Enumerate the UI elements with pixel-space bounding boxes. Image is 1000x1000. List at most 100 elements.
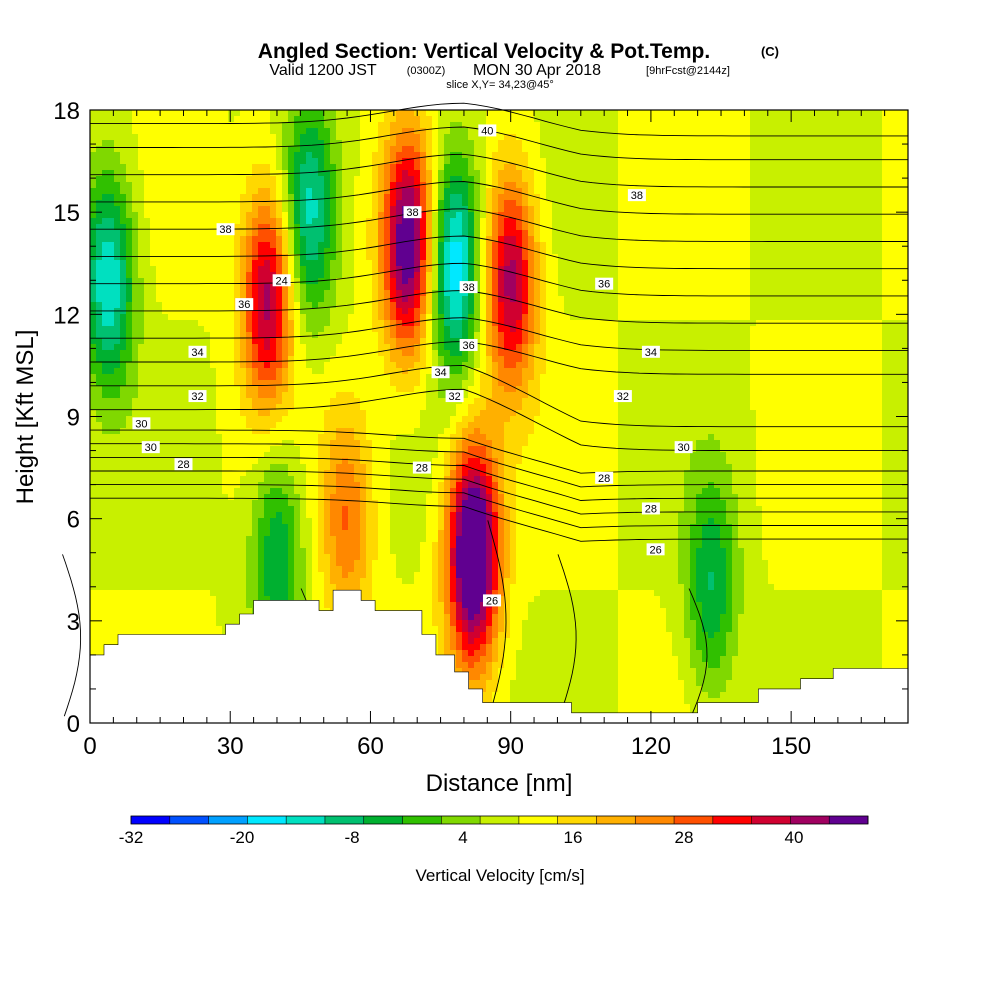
heatmap-cell: [552, 230, 559, 237]
heatmap-cell: [192, 152, 199, 159]
heatmap-cell: [786, 134, 793, 141]
heatmap-cell: [792, 176, 799, 183]
heatmap-cell: [516, 230, 523, 237]
heatmap-cell: [762, 194, 769, 201]
heatmap-cell: [876, 200, 883, 207]
heatmap-cell: [192, 284, 199, 291]
heatmap-cell: [96, 206, 103, 213]
heatmap-cell: [792, 266, 799, 273]
heatmap-cell: [582, 308, 589, 315]
heatmap-cell: [834, 206, 841, 213]
heatmap-cell: [612, 296, 619, 303]
heatmap-cell: [504, 110, 511, 117]
heatmap-cell: [108, 302, 115, 309]
heatmap-cell: [906, 254, 908, 261]
heatmap-cell: [876, 260, 883, 267]
heatmap-cell: [486, 224, 493, 231]
heatmap-cell: [174, 278, 181, 285]
heatmap-cell: [750, 110, 757, 117]
heatmap-cell: [900, 146, 907, 153]
heatmap-cell: [384, 122, 391, 129]
heatmap-cell: [852, 182, 859, 189]
heatmap-cell: [660, 146, 667, 153]
chart-title-unit: (C): [761, 44, 779, 59]
heatmap-cell: [492, 314, 499, 321]
heatmap-cell: [210, 302, 217, 309]
heatmap-cell: [126, 290, 133, 297]
heatmap-cell: [876, 188, 883, 195]
heatmap-cell: [180, 314, 187, 321]
heatmap-cell: [372, 158, 379, 165]
heatmap-cell: [618, 194, 625, 201]
heatmap-cell: [282, 218, 289, 225]
heatmap-cell: [186, 122, 193, 129]
heatmap-cell: [906, 278, 908, 285]
heatmap-cell: [486, 134, 493, 141]
heatmap-cell: [432, 296, 439, 303]
heatmap-cell: [900, 248, 907, 255]
heatmap-cell: [702, 170, 709, 177]
heatmap-cell: [564, 110, 571, 117]
heatmap-cell: [816, 158, 823, 165]
heatmap-cell: [864, 302, 871, 309]
heatmap-cell: [312, 146, 319, 153]
heatmap-cell: [234, 314, 241, 321]
heatmap-cell: [672, 314, 679, 321]
heatmap-cell: [846, 116, 853, 123]
heatmap-cell: [618, 164, 625, 171]
heatmap-cell: [852, 290, 859, 297]
heatmap-cell: [102, 110, 109, 117]
heatmap-cell: [900, 110, 907, 117]
heatmap-cell: [264, 110, 271, 117]
heatmap-cell: [384, 194, 391, 201]
heatmap-cell: [870, 116, 877, 123]
heatmap-cell: [300, 122, 307, 129]
heatmap-cell: [516, 110, 523, 117]
heatmap-cell: [552, 320, 559, 327]
heatmap-cell: [660, 230, 667, 237]
heatmap-cell: [300, 242, 307, 249]
heatmap-cell: [600, 296, 607, 303]
heatmap-cell: [210, 314, 217, 321]
heatmap-cell: [714, 290, 721, 297]
heatmap-cell: [690, 212, 697, 219]
heatmap-cell: [444, 284, 451, 291]
heatmap-cell: [282, 116, 289, 123]
heatmap-cell: [240, 290, 247, 297]
heatmap-cell: [504, 254, 511, 261]
heatmap-cell: [468, 182, 475, 189]
heatmap-cell: [204, 158, 211, 165]
heatmap-cell: [402, 128, 409, 135]
heatmap-cell: [312, 224, 319, 231]
heatmap-cell: [480, 242, 487, 249]
heatmap-cell: [246, 110, 253, 117]
heatmap-cell: [642, 128, 649, 135]
heatmap-cell: [816, 140, 823, 147]
heatmap-cell: [714, 200, 721, 207]
heatmap-cell: [330, 296, 337, 303]
heatmap-cell: [306, 164, 313, 171]
heatmap-cell: [318, 260, 325, 267]
heatmap-cell: [252, 284, 259, 291]
heatmap-cell: [690, 128, 697, 135]
heatmap-cell: [678, 296, 685, 303]
heatmap-cell: [486, 290, 493, 297]
heatmap-cell: [552, 200, 559, 207]
heatmap-cell: [876, 140, 883, 147]
heatmap-cell: [564, 254, 571, 261]
heatmap-cell: [420, 146, 427, 153]
heatmap-cell: [708, 308, 715, 315]
heatmap-cell: [456, 110, 463, 117]
heatmap-cell: [438, 110, 445, 117]
heatmap-cell: [150, 170, 157, 177]
heatmap-cell: [648, 152, 655, 159]
heatmap-cell: [114, 230, 121, 237]
heatmap-cell: [702, 290, 709, 297]
heatmap-cell: [120, 290, 127, 297]
heatmap-cell: [684, 236, 691, 243]
heatmap-cell: [210, 164, 217, 171]
heatmap-cell: [252, 200, 259, 207]
heatmap-cell: [312, 296, 319, 303]
heatmap-cell: [738, 176, 745, 183]
heatmap-cell: [300, 206, 307, 213]
